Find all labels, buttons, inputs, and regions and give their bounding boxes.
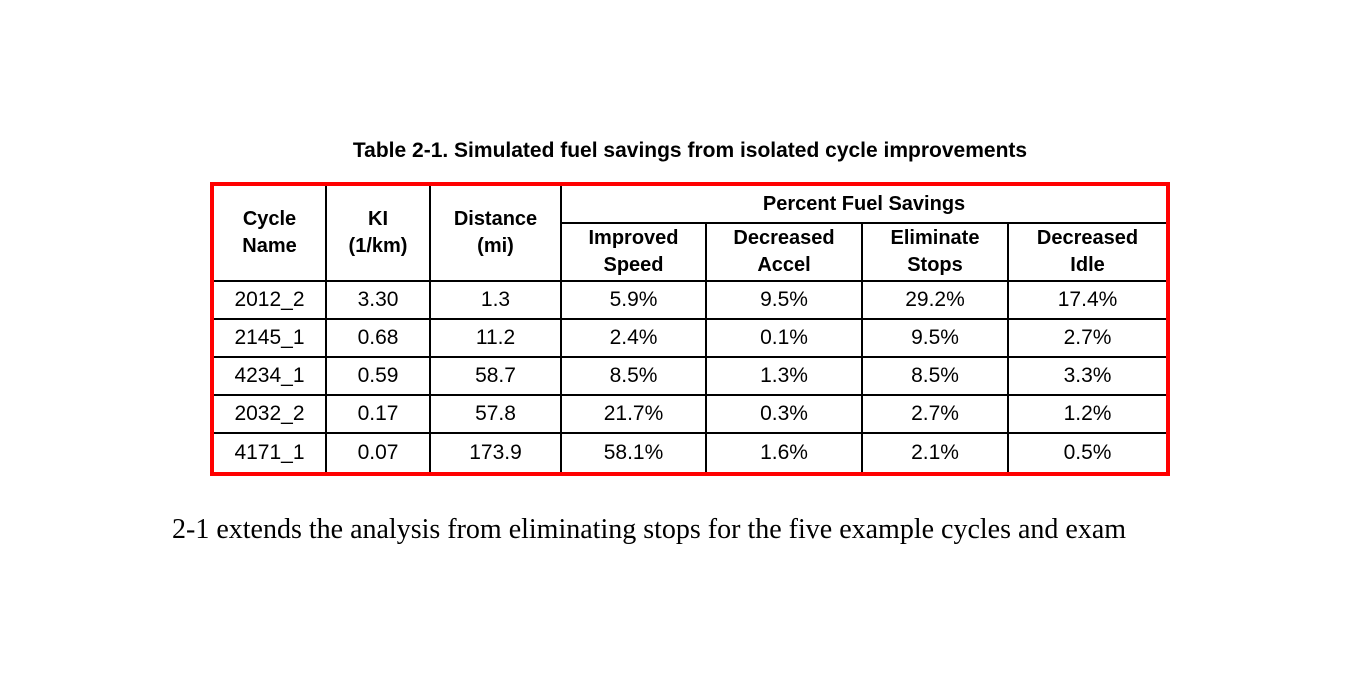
cell-distance: 11.2: [431, 320, 562, 358]
cell-ki: 3.30: [327, 282, 431, 320]
cell-decreased-accel: 1.6%: [707, 434, 863, 472]
cell-distance: 173.9: [431, 434, 562, 472]
cell-distance: 58.7: [431, 358, 562, 396]
cell-decreased-accel: 9.5%: [707, 282, 863, 320]
column-header-ki: KI (1/km): [327, 186, 431, 282]
fuel-savings-table-frame: Cycle Name KI (1/km) Distance (mi) Perce…: [210, 182, 1171, 476]
table-title: Table 2-1. Simulated fuel savings from i…: [352, 139, 1028, 162]
cell-decreased-idle: 1.2%: [1009, 396, 1167, 434]
column-header-eliminate-stops: Eliminate Stops: [863, 224, 1009, 282]
body-text: 2-1 extends the analysis from eliminatin…: [172, 514, 1127, 545]
cell-decreased-idle: 0.5%: [1009, 434, 1167, 472]
cell-distance: 1.3: [431, 282, 562, 320]
cell-ki: 0.59: [327, 358, 431, 396]
cell-distance: 57.8: [431, 396, 562, 434]
cell-cycle-name: 2032_2: [214, 396, 327, 434]
cell-eliminate-stops: 9.5%: [863, 320, 1009, 358]
cell-cycle-name: 4171_1: [214, 434, 327, 472]
column-header-decreased-idle: Decreased Idle: [1009, 224, 1167, 282]
cell-ki: 0.68: [327, 320, 431, 358]
cell-improved-speed: 58.1%: [562, 434, 707, 472]
table-row: 2012_2 3.30 1.3 5.9% 9.5% 29.2% 17.4%: [214, 282, 1167, 320]
cell-cycle-name: 2145_1: [214, 320, 327, 358]
cell-eliminate-stops: 8.5%: [863, 358, 1009, 396]
table-row: 2145_1 0.68 11.2 2.4% 0.1% 9.5% 2.7%: [214, 320, 1167, 358]
table-row: 2032_2 0.17 57.8 21.7% 0.3% 2.7% 1.2%: [214, 396, 1167, 434]
column-header-decreased-accel: Decreased Accel: [707, 224, 863, 282]
cell-eliminate-stops: 29.2%: [863, 282, 1009, 320]
fuel-savings-table: Cycle Name KI (1/km) Distance (mi) Perce…: [214, 186, 1167, 472]
cell-improved-speed: 2.4%: [562, 320, 707, 358]
column-group-header-percent-fuel-savings: Percent Fuel Savings: [562, 186, 1167, 224]
cell-decreased-idle: 17.4%: [1009, 282, 1167, 320]
cell-cycle-name: 4234_1: [214, 358, 327, 396]
cell-decreased-idle: 3.3%: [1009, 358, 1167, 396]
cell-ki: 0.17: [327, 396, 431, 434]
table-row: 4234_1 0.59 58.7 8.5% 1.3% 8.5% 3.3%: [214, 358, 1167, 396]
column-header-distance: Distance (mi): [431, 186, 562, 282]
cell-ki: 0.07: [327, 434, 431, 472]
cell-eliminate-stops: 2.7%: [863, 396, 1009, 434]
cell-improved-speed: 21.7%: [562, 396, 707, 434]
column-header-cycle-name: Cycle Name: [214, 186, 327, 282]
cell-eliminate-stops: 2.1%: [863, 434, 1009, 472]
cell-decreased-accel: 0.1%: [707, 320, 863, 358]
cell-decreased-idle: 2.7%: [1009, 320, 1167, 358]
cell-decreased-accel: 1.3%: [707, 358, 863, 396]
cell-improved-speed: 5.9%: [562, 282, 707, 320]
cell-decreased-accel: 0.3%: [707, 396, 863, 434]
column-header-improved-speed: Improved Speed: [562, 224, 707, 282]
table-row: 4171_1 0.07 173.9 58.1% 1.6% 2.1% 0.5%: [214, 434, 1167, 472]
cell-cycle-name: 2012_2: [214, 282, 327, 320]
cell-improved-speed: 8.5%: [562, 358, 707, 396]
